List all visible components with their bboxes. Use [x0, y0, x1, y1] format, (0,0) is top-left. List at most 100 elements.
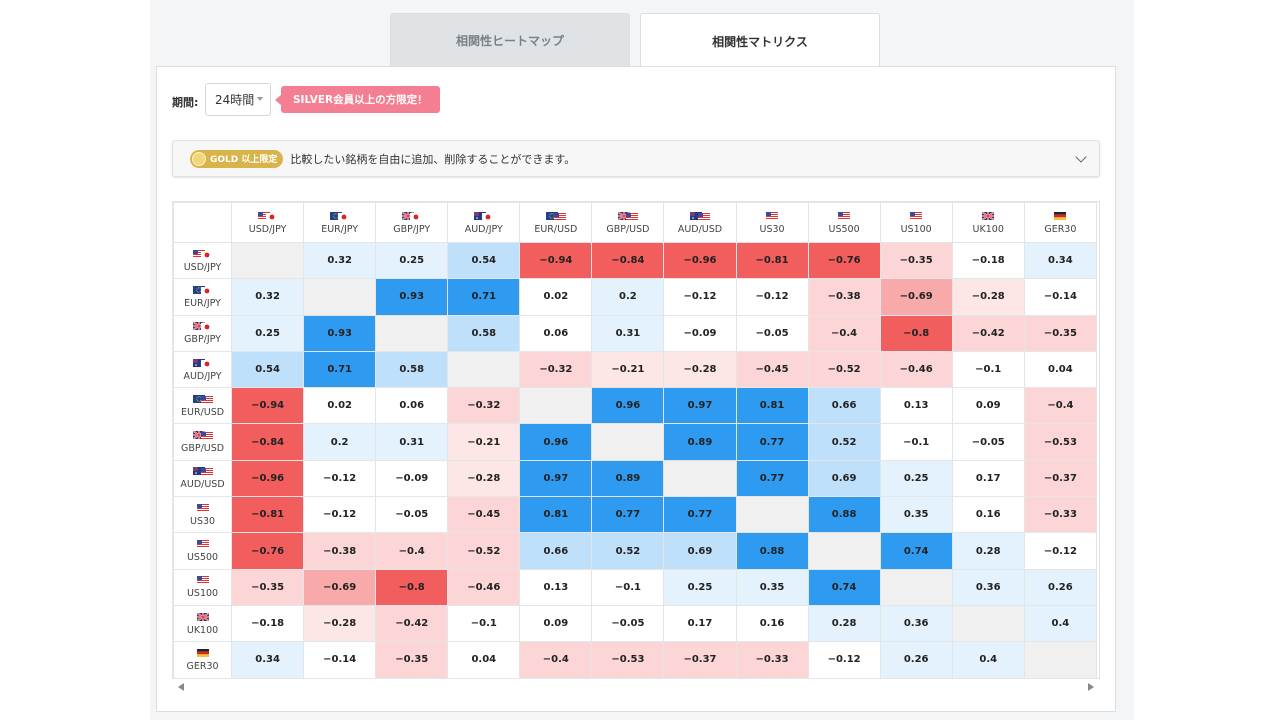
correlation-cell: 0.28 — [951, 532, 1025, 570]
period-label: 期間: — [172, 96, 199, 109]
correlation-cell: −0.18 — [231, 604, 305, 643]
correlation-cell: −0.69 — [303, 568, 377, 606]
column-header: US100 — [879, 202, 953, 243]
row-header: US500 — [173, 532, 233, 570]
scroll-right-icon[interactable] — [1088, 683, 1094, 691]
flag-group-icon — [329, 212, 350, 221]
correlation-cell: 0.36 — [879, 604, 953, 643]
flag-group-icon — [192, 431, 213, 441]
table-row: EUR/JPY 0.32 0.93 0.71 0.02 0.2 −0.12 −0.12 −0.3… — [173, 278, 1098, 316]
correlation-cell: −0.09 — [663, 314, 737, 352]
jp-flag-icon — [409, 213, 422, 221]
correlation-cell: −0.45 — [735, 350, 809, 389]
table-row: USD/JPY 0.32 0.25 0.54 −0.94 −0.84 −0.96 −0.81−… — [173, 241, 1098, 280]
correlation-cell: 0.31 — [591, 314, 665, 352]
flag-group-icon — [617, 212, 638, 221]
correlation-cell: −0.14 — [303, 641, 377, 679]
column-header-label: AUD/JPY — [464, 224, 503, 235]
tab-heatmap[interactable]: 相関性ヒートマップ — [390, 13, 630, 67]
correlation-cell: −0.37 — [663, 641, 737, 679]
row-header-label: GBP/JPY — [184, 334, 221, 346]
column-header-label: GER30 — [1044, 224, 1077, 235]
diagonal-cell — [951, 604, 1025, 643]
correlation-cell: −0.05 — [375, 496, 449, 534]
column-header: EUR/JPY — [303, 202, 377, 243]
row-header-label: USD/JPY — [183, 261, 222, 273]
table-row: AUD/USD −0.96 −0.12 −0.09 −0.28 0.97 0.89 0.77 0… — [173, 459, 1098, 498]
tab-matrix[interactable]: 相関性マトリクス — [640, 13, 880, 68]
row-header: US30 — [173, 496, 233, 534]
correlation-cell: 0.16 — [951, 496, 1025, 534]
correlation-cell: 0.81 — [735, 387, 809, 425]
gold-badge-label: GOLD 以上限定 — [210, 155, 278, 165]
correlation-cell: −0.37 — [1023, 459, 1098, 498]
column-header-label: USD/JPY — [248, 224, 287, 235]
correlation-cell: −0.28 — [663, 350, 737, 389]
column-header: UK100 — [951, 202, 1025, 243]
correlation-cell: 0.69 — [807, 459, 881, 498]
gold-feature-bar[interactable]: GOLD 以上限定 比較したい銘柄を自由に追加、削除することができます。 — [172, 140, 1100, 177]
correlation-cell: 0.34 — [1023, 241, 1098, 280]
jp-flag-icon — [200, 250, 213, 259]
flag-group-icon — [196, 648, 209, 658]
period-select-value: 24時間 — [215, 93, 255, 107]
correlation-cell: −0.28 — [951, 278, 1025, 316]
correlation-cell: 0.25 — [663, 568, 737, 606]
correlation-cell: −0.53 — [1023, 423, 1098, 461]
correlation-cell: −0.52 — [447, 532, 521, 570]
gb-flag-icon — [196, 612, 209, 621]
column-header-label: GBP/USD — [606, 224, 650, 235]
correlation-cell: 0.2 — [591, 278, 665, 316]
correlation-cell: 0.17 — [951, 459, 1025, 498]
scroll-left-icon[interactable] — [178, 683, 184, 691]
correlation-cell: 0.54 — [447, 241, 521, 280]
table-row: US100 −0.35 −0.69 −0.8 −0.46 0.13 −0.1 0.25 0.35… — [173, 568, 1098, 606]
column-header: GBP/JPY — [375, 202, 449, 243]
us-flag-icon — [910, 212, 923, 220]
correlation-cell: 0.77 — [663, 496, 737, 534]
table-row: GER30 0.34 −0.14 −0.35 0.04 −0.4 −0.53 −0.37 −0.… — [173, 641, 1098, 679]
jp-flag-icon — [265, 213, 278, 221]
row-header-label: EUR/JPY — [184, 297, 221, 309]
horizontal-scrollbar[interactable] — [172, 678, 1100, 695]
matrix-panel: 期間: 24時間 SILVER会員以上の方限定！ GOLD 以上限定 比較したい… — [156, 66, 1116, 712]
correlation-cell: −0.76 — [231, 532, 305, 570]
correlation-cell: 0.71 — [447, 278, 521, 316]
period-select[interactable]: 24時間 — [205, 83, 271, 116]
correlation-cell: 0.52 — [591, 532, 665, 570]
row-header-label: US500 — [186, 552, 219, 564]
correlation-cell: −0.1 — [879, 423, 953, 461]
flag-group-icon — [257, 212, 278, 221]
table-row: UK100 −0.18 −0.28 −0.42 −0.1 0.09 −0.05 0.17 0.1… — [173, 604, 1098, 643]
correlation-cell: −0.94 — [519, 241, 593, 280]
correlation-matrix[interactable]: USD/JPY EUR/JPY GBP/JPY AUD/JPY EUR/USD GBP/U… — [172, 201, 1100, 695]
correlation-cell: −0.45 — [447, 496, 521, 534]
correlation-cell: 0.04 — [447, 641, 521, 679]
chevron-down-icon[interactable] — [1075, 151, 1087, 163]
flag-group-icon — [192, 394, 213, 404]
diagonal-cell — [879, 568, 953, 606]
correlation-cell: −0.52 — [807, 350, 881, 389]
de-flag-icon — [1054, 212, 1067, 220]
correlation-cell: 0.13 — [879, 387, 953, 425]
table-row: EUR/USD −0.94 0.02 0.06 −0.32 0.96 0.97 0.81 0.6… — [173, 387, 1098, 425]
correlation-cell: 0.58 — [375, 350, 449, 389]
correlation-cell: 0.28 — [807, 604, 881, 643]
column-header-label: GBP/JPY — [393, 224, 431, 235]
de-flag-icon — [196, 648, 209, 657]
row-header: UK100 — [173, 604, 233, 643]
jp-flag-icon — [200, 359, 213, 368]
correlation-cell: −0.12 — [663, 278, 737, 316]
jp-flag-icon — [481, 213, 494, 221]
correlation-cell: 0.88 — [735, 532, 809, 570]
correlation-cell: −0.8 — [879, 314, 953, 352]
jp-flag-icon — [200, 286, 213, 295]
correlation-cell: −0.18 — [951, 241, 1025, 280]
row-header-label: EUR/USD — [181, 406, 225, 418]
row-header-label: US100 — [186, 588, 219, 600]
correlation-cell: 0.74 — [807, 568, 881, 606]
flag-group-icon — [196, 576, 209, 585]
flag-group-icon — [196, 540, 209, 549]
correlation-cell: 0.58 — [447, 314, 521, 352]
diagonal-cell — [807, 532, 881, 570]
